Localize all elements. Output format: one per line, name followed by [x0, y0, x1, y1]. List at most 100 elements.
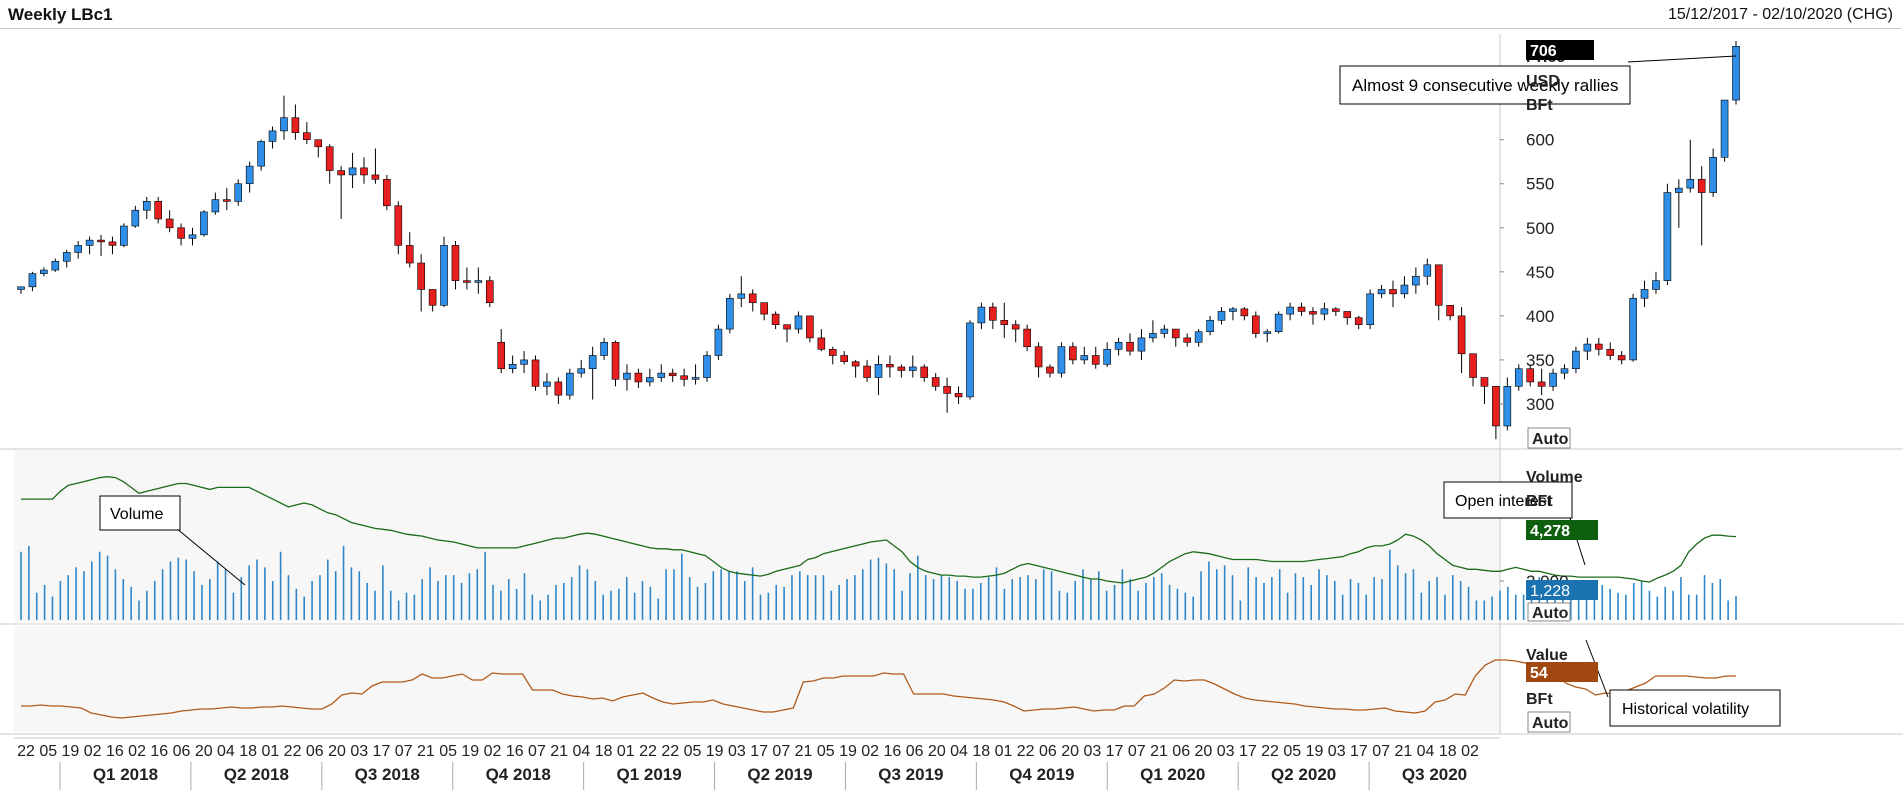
quarter-label: Q3 2018: [355, 765, 420, 784]
candle: [348, 167, 357, 176]
date-tick-label: 20: [928, 743, 946, 760]
quarter-label: Q4 2018: [486, 765, 551, 784]
candle: [142, 201, 151, 211]
candle: [1000, 319, 1009, 325]
date-tick-label: 03: [1083, 743, 1101, 760]
candle: [931, 377, 940, 387]
candle: [966, 322, 974, 398]
candle: [303, 132, 311, 141]
candle: [314, 139, 323, 148]
date-tick-label: 02: [484, 743, 502, 760]
price-tick-label: 450: [1526, 263, 1554, 282]
chart-title: Weekly LBc1: [8, 5, 113, 24]
date-tick-label: 07: [1372, 743, 1390, 760]
quarter-label: Q2 2018: [224, 765, 289, 784]
date-tick-label: 19: [839, 743, 857, 760]
candle: [1171, 328, 1180, 339]
date-tick-label: 19: [706, 743, 724, 760]
candle: [1537, 381, 1546, 387]
candle: [131, 209, 140, 227]
volume-panel-bg: [14, 450, 1500, 622]
date-tick-label: 07: [772, 743, 790, 760]
chart-background: [0, 34, 1903, 735]
candle: [485, 280, 494, 303]
candle: [874, 364, 883, 378]
date-tick-label: 20: [195, 743, 213, 760]
date-tick-label: 17: [1106, 743, 1124, 760]
candle: [200, 211, 208, 236]
date-tick-label: 21: [1394, 743, 1412, 760]
date-tick-label: 01: [617, 743, 635, 760]
volume-callout-label: Volume: [110, 506, 163, 523]
date-tick-label: 22: [284, 743, 302, 760]
candle: [417, 262, 425, 290]
candle: [1011, 324, 1020, 330]
candle: [760, 302, 768, 315]
price-panel[interactable]: Almost 9 consecutive weekly rallies: [17, 41, 1740, 440]
candle: [1583, 343, 1592, 352]
candle: [1492, 386, 1500, 427]
candle: [783, 324, 791, 330]
date-tick-label: 05: [39, 743, 57, 760]
oi-callout-label: Open interest: [1455, 493, 1552, 510]
quarter-label: Q4 2019: [1009, 765, 1074, 784]
candle: [531, 359, 540, 387]
candle: [1137, 337, 1146, 352]
date-tick-label: 17: [1350, 743, 1368, 760]
time-axis: 22 05 19 02 16 02 16 06 20 04 18 01 22 06 20 03 17 07 21 05…: [14, 737, 1500, 790]
date-tick-label: 20: [328, 743, 346, 760]
candle: [1434, 264, 1443, 306]
candle: [1320, 308, 1329, 315]
date-tick-label: 19: [1306, 743, 1324, 760]
date-tick-label: 17: [1239, 743, 1257, 760]
open-interest-line: [21, 476, 1737, 584]
candle: [1652, 280, 1660, 290]
candle: [268, 130, 277, 142]
candle: [1526, 368, 1534, 383]
date-tick-label: 02: [128, 743, 146, 760]
candle: [577, 368, 586, 374]
candle: [851, 361, 860, 367]
volume-callout-box: [99, 495, 181, 531]
date-tick-label: 16: [150, 743, 168, 760]
candle: [1309, 311, 1317, 315]
auto-label: Auto: [1532, 715, 1569, 732]
date-tick-label: 05: [1283, 743, 1301, 760]
candle: [1286, 306, 1294, 315]
candle: [1617, 355, 1626, 361]
candle: [1274, 313, 1283, 333]
date-tick-label: 21: [417, 743, 435, 760]
date-tick-label: 22: [1017, 743, 1035, 760]
date-tick-label: 19: [461, 743, 479, 760]
candle: [405, 245, 414, 264]
candle: [245, 165, 254, 185]
volume-last-label: 1,228: [1530, 583, 1570, 600]
oi-last-label: 4,278: [1530, 523, 1570, 540]
candle: [1206, 319, 1214, 333]
candle: [1366, 293, 1374, 325]
date-tick-label: 02: [861, 743, 879, 760]
candle: [97, 239, 105, 243]
date-tick-label: 21: [795, 743, 813, 760]
candle: [463, 280, 471, 283]
candle: [371, 174, 380, 180]
price-tick-label: 350: [1526, 351, 1554, 370]
candle: [1629, 297, 1637, 361]
date-tick-label: 21: [550, 743, 568, 760]
date-tick-label: 07: [528, 743, 546, 760]
candle: [668, 372, 677, 377]
price-axis-label: BFt: [1526, 97, 1553, 114]
candle: [703, 355, 711, 378]
candle: [646, 377, 654, 383]
candle: [474, 280, 483, 283]
volatility-line: [21, 659, 1736, 719]
auto-button: [1527, 711, 1571, 733]
oi-last-box: [1526, 520, 1598, 540]
candle: [1595, 343, 1603, 350]
oi-callout-box: [1443, 481, 1573, 519]
candle: [257, 141, 265, 167]
date-tick-label: 04: [1417, 743, 1435, 760]
date-tick-label: 21: [1150, 743, 1168, 760]
candle: [771, 313, 780, 325]
candle: [1720, 99, 1729, 158]
